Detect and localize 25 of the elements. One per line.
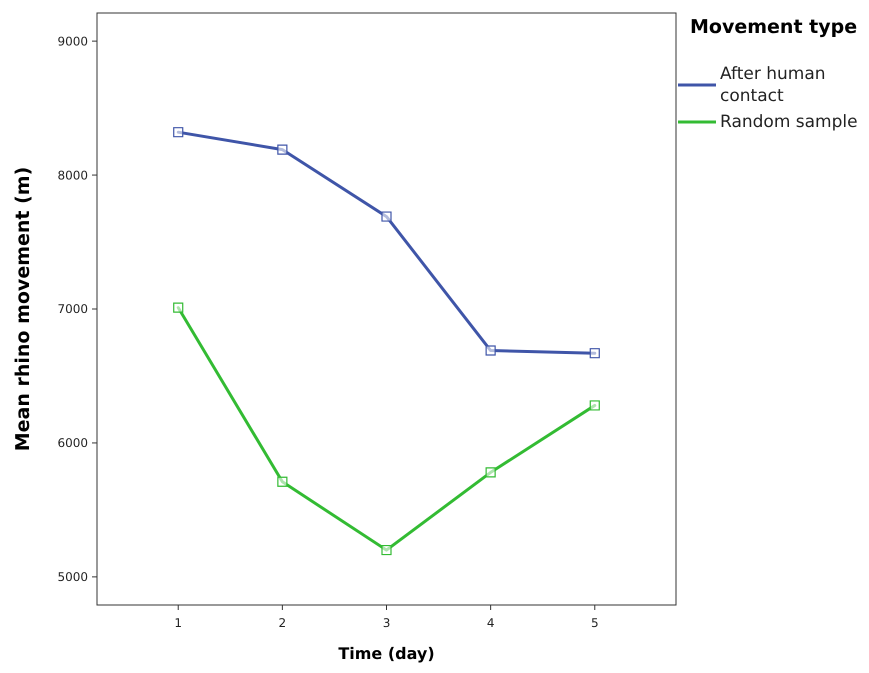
x-tick-label: 1 (174, 616, 182, 630)
x-tick-label: 2 (278, 616, 286, 630)
point (173, 302, 184, 313)
y-tick-label: 5000 (57, 570, 88, 584)
y-tick-label: 7000 (57, 302, 88, 316)
point (381, 211, 392, 222)
x-tick-label: 3 (382, 616, 390, 630)
point (486, 467, 496, 478)
point (277, 476, 288, 487)
x-tick-label: 4 (486, 616, 494, 630)
point (173, 127, 184, 138)
point (590, 348, 600, 358)
y-tick-label: 8000 (57, 168, 88, 182)
point (381, 544, 392, 556)
legend-label: After human contact (720, 64, 826, 106)
x-tick-label: 5 (590, 616, 599, 630)
point (486, 345, 496, 356)
point (590, 400, 600, 411)
x-axis-title: Time (day) (338, 644, 435, 663)
y-axis-title: Mean rhino movement (m) (12, 166, 34, 452)
point (277, 144, 288, 155)
y-tick-label: 9000 (57, 34, 88, 48)
y-tick-label: 6000 (57, 436, 88, 450)
legend-title: Movement type (690, 16, 858, 38)
legend-label: Random sample (720, 112, 858, 132)
